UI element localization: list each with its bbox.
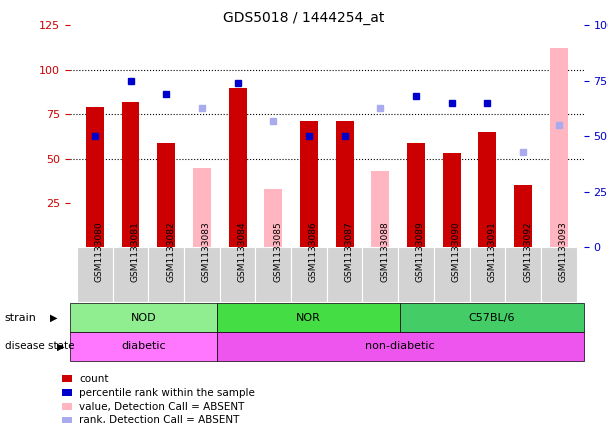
- Text: GSM1133093: GSM1133093: [559, 222, 568, 282]
- Text: ▶: ▶: [50, 313, 57, 323]
- Bar: [86, 107, 104, 247]
- Bar: [443, 153, 461, 247]
- Text: GSM1133082: GSM1133082: [166, 222, 175, 282]
- Bar: [77, 247, 112, 302]
- Bar: [216, 303, 400, 332]
- Bar: [148, 247, 184, 302]
- Text: GSM1133081: GSM1133081: [131, 222, 140, 282]
- Text: ▶: ▶: [57, 341, 64, 352]
- Text: GSM1133087: GSM1133087: [345, 222, 354, 282]
- Text: GSM1133092: GSM1133092: [523, 222, 532, 282]
- Text: GSM1133090: GSM1133090: [452, 222, 461, 282]
- Bar: [229, 88, 246, 247]
- Bar: [407, 143, 425, 247]
- Text: GSM1133085: GSM1133085: [273, 222, 282, 282]
- Bar: [157, 143, 175, 247]
- Text: GSM1133089: GSM1133089: [416, 222, 425, 282]
- Text: count: count: [79, 374, 109, 384]
- Bar: [469, 247, 505, 302]
- Text: percentile rank within the sample: percentile rank within the sample: [79, 387, 255, 398]
- Text: NOD: NOD: [131, 313, 156, 323]
- Text: GSM1133083: GSM1133083: [202, 222, 211, 282]
- Bar: [112, 247, 148, 302]
- Bar: [291, 247, 326, 302]
- Bar: [216, 332, 584, 361]
- Text: NOR: NOR: [296, 313, 321, 323]
- Bar: [184, 247, 219, 302]
- Bar: [327, 247, 362, 302]
- Text: C57BL/6: C57BL/6: [469, 313, 515, 323]
- Bar: [193, 168, 211, 247]
- Text: GSM1133086: GSM1133086: [309, 222, 318, 282]
- Bar: [371, 171, 389, 247]
- Text: GSM1133080: GSM1133080: [95, 222, 104, 282]
- Bar: [550, 49, 568, 247]
- Bar: [122, 102, 139, 247]
- Bar: [478, 132, 496, 247]
- Bar: [400, 303, 584, 332]
- Text: diabetic: diabetic: [121, 341, 165, 352]
- Bar: [505, 247, 541, 302]
- Bar: [219, 247, 255, 302]
- Text: GSM1133088: GSM1133088: [381, 222, 389, 282]
- Bar: [434, 247, 469, 302]
- Bar: [300, 121, 318, 247]
- Text: rank, Detection Call = ABSENT: rank, Detection Call = ABSENT: [79, 415, 240, 423]
- Text: GDS5018 / 1444254_at: GDS5018 / 1444254_at: [223, 11, 385, 25]
- Bar: [70, 303, 216, 332]
- Text: value, Detection Call = ABSENT: value, Detection Call = ABSENT: [79, 401, 244, 412]
- Text: strain: strain: [5, 313, 36, 323]
- Bar: [541, 247, 576, 302]
- Text: GSM1133091: GSM1133091: [488, 222, 496, 282]
- Bar: [264, 189, 282, 247]
- Text: non-diabetic: non-diabetic: [365, 341, 435, 352]
- Text: GSM1133084: GSM1133084: [238, 222, 247, 282]
- Bar: [362, 247, 398, 302]
- Text: disease state: disease state: [5, 341, 74, 352]
- Bar: [255, 247, 291, 302]
- Bar: [70, 332, 216, 361]
- Bar: [336, 121, 354, 247]
- Bar: [514, 185, 532, 247]
- Bar: [550, 185, 568, 247]
- Bar: [398, 247, 434, 302]
